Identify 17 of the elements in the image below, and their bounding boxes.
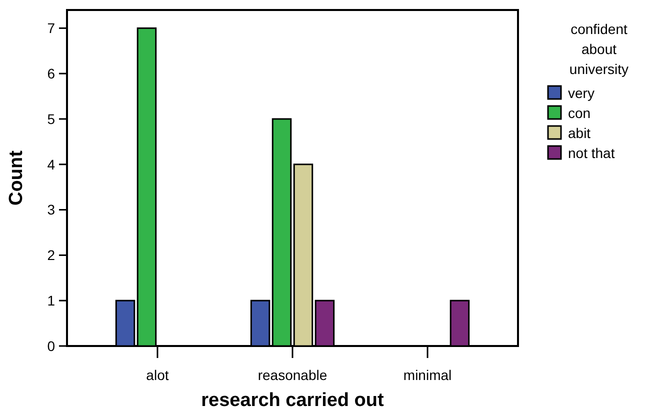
y-axis-title: Count [6,150,27,206]
y-tick-label: 4 [47,156,56,172]
y-tick-label: 7 [47,20,56,36]
x-tick-label: reasonable [258,367,328,383]
legend-label: not that [568,145,615,161]
x-tick-label: alot [146,367,169,383]
y-tick-label: 2 [47,247,56,264]
y-tick-label: 6 [47,65,56,82]
legend-label: abit [568,125,591,141]
legend-label: very [568,85,594,101]
y-tick-label: 5 [47,110,56,127]
y-tick-label: 0 [47,338,56,354]
y-tick-label: 1 [47,292,56,308]
y-tick-label: 3 [47,202,56,218]
x-tick-label: minimal [403,367,452,383]
x-axis-title: research carried out [201,390,385,411]
legend-label: con [568,105,591,121]
